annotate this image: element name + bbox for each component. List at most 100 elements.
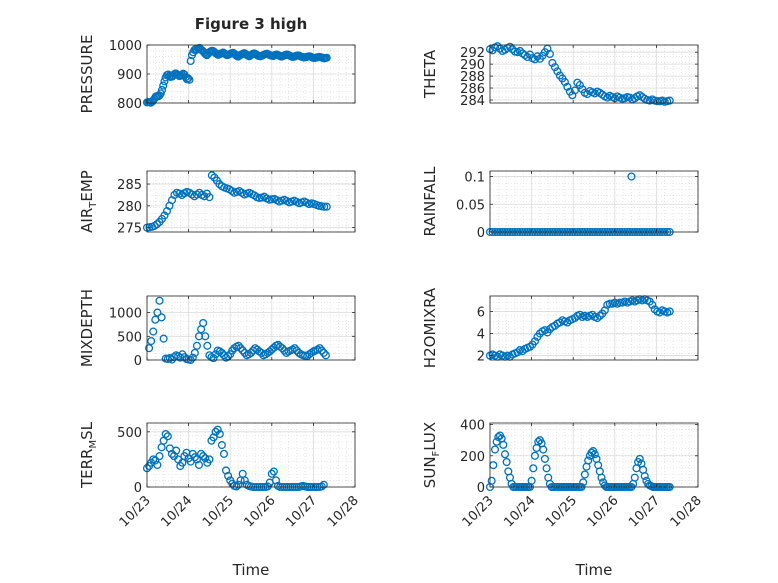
data-point [282, 348, 291, 357]
data-point [199, 318, 208, 328]
data-point [542, 464, 551, 473]
panel-row3-right: 2 4 6 H2OMIXRA [421, 287, 699, 368]
data-point [597, 473, 606, 482]
data-point [167, 355, 177, 364]
y-tick-label: 400 [460, 419, 485, 434]
data-point [540, 454, 549, 463]
data-point [584, 456, 593, 465]
y-tick-label: 0 [477, 481, 485, 496]
axes-box [489, 422, 699, 488]
data-point [505, 42, 515, 51]
data-point [199, 452, 208, 461]
y-tick-label: 1000 [109, 307, 142, 322]
data-point [246, 348, 256, 357]
data-point [540, 326, 549, 335]
data-point [539, 445, 548, 454]
y-axis-label-subscript: M [88, 440, 99, 449]
data-point [523, 52, 532, 62]
data-point [188, 353, 197, 362]
data-point [200, 192, 209, 201]
y-tick-label: 284 [460, 94, 485, 109]
data-point [203, 341, 212, 350]
y-axis-label-main: AIR [78, 208, 96, 233]
data-point [513, 348, 522, 357]
y-tick-label: 800 [117, 97, 142, 112]
data-point [533, 52, 542, 61]
data-point [238, 346, 247, 355]
data-point [655, 308, 664, 317]
panel-bottom-left: 0 500 TERRMSL 10/23 10/24 10/25 10/26 10/27 10/2… [78, 421, 362, 530]
y-axis-label: SUNFLUX [421, 422, 442, 488]
y-axis-label-subscript: T [88, 201, 99, 209]
plot-area [147, 171, 355, 232]
data-point [579, 478, 588, 487]
data-point [157, 85, 167, 94]
x-axis-label-right: Time [575, 561, 613, 579]
data-point [145, 344, 154, 353]
x-axis-label-left: Time [232, 561, 270, 579]
y-tick-label: 900 [117, 68, 142, 83]
data-point [500, 450, 510, 459]
y-tick-label: 280 [117, 200, 142, 215]
data-point [159, 334, 168, 343]
data-point [555, 318, 564, 327]
y-axis-label-main: MIXDEPTH [78, 289, 96, 367]
data-point [278, 344, 287, 353]
data-point [573, 78, 582, 87]
y-tick-label: 0.1 [464, 171, 485, 186]
y-axis-label-tail: SL [78, 421, 96, 440]
x-tick-label: 10/24 [158, 493, 195, 530]
x-tick-label: 10/25 [543, 493, 580, 530]
data-point [665, 96, 674, 105]
data-point [499, 440, 508, 449]
data-point [194, 460, 204, 469]
data-point [234, 480, 243, 489]
data-point [217, 441, 226, 450]
data-point [192, 341, 201, 350]
data-point [319, 348, 328, 357]
data-point [153, 460, 162, 469]
data-point [665, 307, 674, 316]
data-point [593, 314, 602, 323]
data-point [502, 457, 511, 467]
y-tick-label: 286 [460, 82, 485, 97]
series-markers [142, 43, 331, 107]
x-tick-label: 10/27 [626, 493, 663, 530]
data-point [156, 89, 165, 98]
y-tick-label: 288 [460, 70, 485, 85]
data-point [545, 49, 554, 59]
data-point [615, 298, 624, 307]
data-point [190, 453, 199, 462]
data-point [207, 171, 216, 180]
y-tick-label: 0 [134, 354, 142, 369]
data-point [288, 345, 297, 354]
y-axis-label: THETA [421, 49, 439, 99]
y-tick-label: 2 [477, 350, 485, 365]
y-axis-label: H2OMIXRA [421, 287, 439, 368]
x-tick-label: 10/26 [242, 493, 279, 530]
data-point [155, 452, 164, 461]
data-point [201, 332, 210, 341]
data-point [530, 337, 539, 346]
y-axis-label-main: H2OMIXRA [421, 287, 439, 368]
series-markers [485, 42, 674, 106]
data-point [159, 81, 168, 90]
data-point [630, 473, 639, 482]
data-point [152, 220, 162, 229]
data-point [640, 472, 649, 481]
data-point [160, 211, 169, 220]
x-tick-label: 10/28 [668, 493, 705, 530]
data-point [215, 429, 224, 439]
y-tick-label: 0 [134, 481, 142, 496]
data-point [186, 56, 195, 65]
data-point [317, 482, 326, 491]
y-axis-label-tail: LUX [421, 422, 439, 451]
data-point [205, 455, 214, 464]
data-point [529, 464, 538, 473]
y-tick-label: 292 [460, 46, 485, 61]
data-point [161, 429, 170, 439]
data-point [201, 454, 210, 463]
data-point [184, 74, 193, 83]
